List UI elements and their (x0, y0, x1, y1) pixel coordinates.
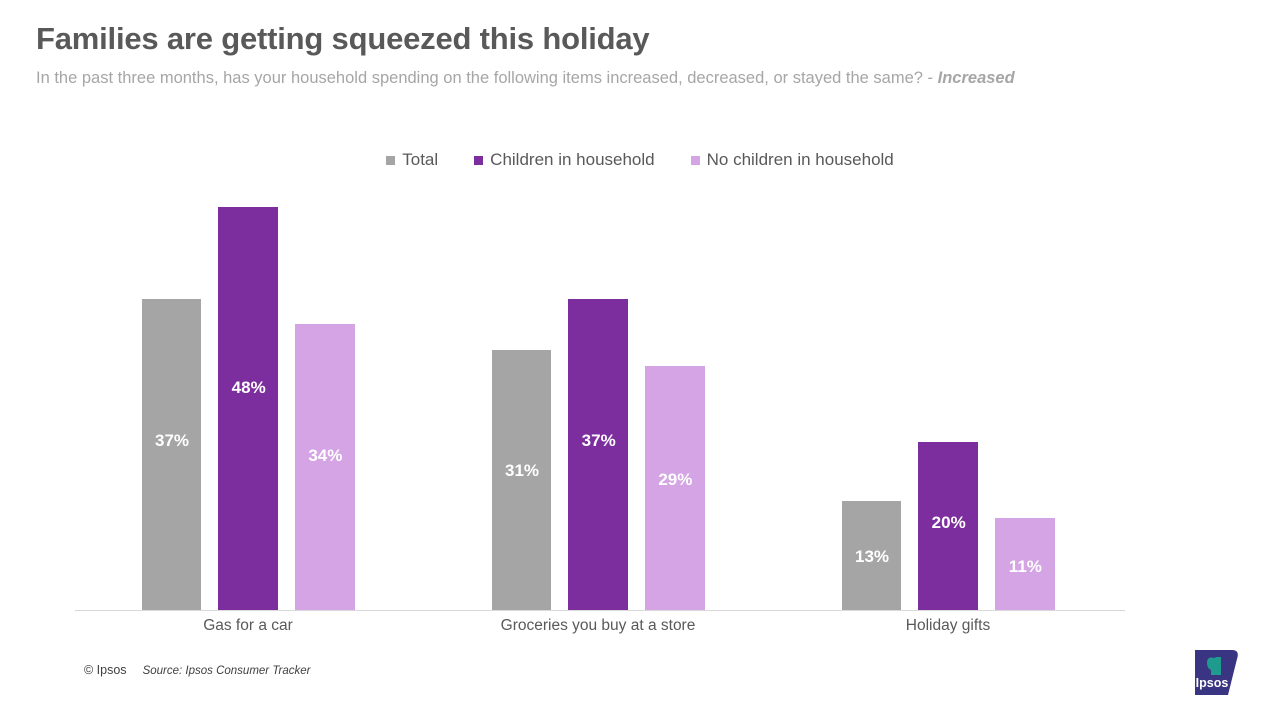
bar-value-label: 37% (154, 431, 190, 450)
bar-group: 31% 37% 29% (491, 185, 705, 610)
legend-item[interactable]: Children in household (474, 150, 655, 170)
legend-item-label: No children in household (706, 150, 894, 169)
chart-footer: © Ipsos Source: Ipsos Consumer Tracker (84, 663, 310, 677)
x-axis-tick-labels: Gas for a car Groceries you buy at a stor… (75, 617, 1125, 639)
bar[interactable]: 13% (841, 501, 902, 610)
chart-subtitle-main: In the past three months, has your house… (36, 69, 934, 87)
chart-subtitle-emphasis: Increased (937, 69, 1015, 87)
bar[interactable]: 29% (644, 366, 705, 610)
bar-value-label: 48% (231, 378, 266, 397)
legend-swatch-icon (474, 155, 484, 165)
chart-plot-area: 37% 48% 34% 31% 37% 29% 13% 20% 11% (75, 185, 1125, 611)
bar-value-label: 29% (658, 470, 693, 489)
source-note: Source: Ipsos Consumer Tracker (142, 665, 311, 677)
bar[interactable]: 37% (568, 299, 628, 610)
svg-text:Ipsos: Ipsos (1196, 676, 1229, 690)
bar-group: 13% 20% 11% (841, 185, 1055, 610)
chart-header: Families are getting squeezed this holid… (36, 20, 1236, 91)
legend-item-label: Children in household (490, 150, 655, 169)
bar[interactable]: 34% (294, 324, 355, 610)
legend-swatch-icon (386, 155, 396, 165)
bar-value-label: 13% (854, 547, 890, 566)
legend-item[interactable]: No children in household (690, 150, 894, 170)
ipsos-logo: Ipsos (1195, 650, 1240, 695)
bar[interactable]: 48% (218, 207, 278, 610)
bar[interactable]: 37% (141, 299, 202, 610)
legend-item-label: Total (402, 150, 439, 169)
bar[interactable]: 20% (918, 442, 978, 610)
bar[interactable]: 31% (491, 350, 552, 610)
page-title: Families are getting squeezed this holid… (36, 21, 650, 56)
bar-value-label: 31% (504, 461, 540, 480)
legend-item[interactable]: Total (386, 150, 438, 170)
bar[interactable]: 11% (994, 518, 1055, 610)
bar-value-label: 37% (581, 431, 616, 450)
x-axis-tick-label: Gas for a car (203, 617, 293, 634)
bar-value-label: 11% (1008, 557, 1042, 576)
bar-value-label: 34% (308, 446, 343, 465)
legend-swatch-icon (690, 155, 700, 165)
x-axis-tick-label: Groceries you buy at a store (500, 617, 696, 634)
bar-group: 37% 48% 34% (141, 185, 355, 610)
x-axis-tick-label: Holiday gifts (905, 617, 991, 634)
copyright-text: © Ipsos (84, 663, 127, 677)
x-axis-line (75, 610, 1125, 611)
chart-legend: Total Children in household No children in… (0, 150, 1280, 170)
chart-subtitle: In the past three months, has your house… (36, 66, 1216, 91)
bar-value-label: 20% (931, 513, 966, 532)
